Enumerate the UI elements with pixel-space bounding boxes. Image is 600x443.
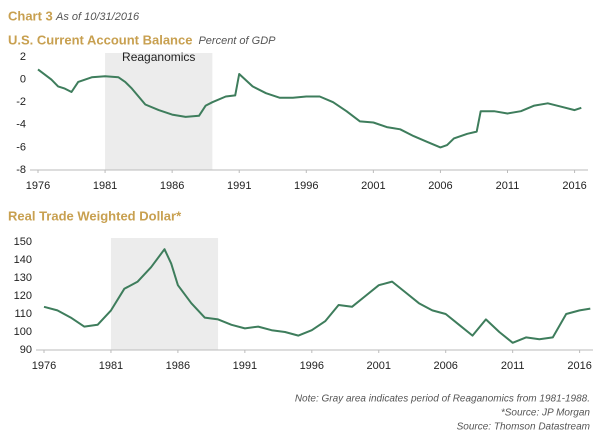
y-tick-label: -2 [16,96,26,108]
x-tick-label: 2016 [567,360,591,372]
note: Note: Gray area indicates period of Reag… [295,394,590,405]
x-tick-label: 2006 [433,360,457,372]
y-tick-label: -4 [16,119,26,131]
x-tick-label: 1996 [294,180,318,192]
y-tick-label: 110 [14,308,32,320]
x-tick-label: 2001 [367,360,391,372]
x-tick-label: 2016 [562,180,586,192]
chart-title: Real Trade Weighted Dollar* [8,208,182,223]
series-line [37,68,582,149]
y-tick-label: 130 [14,272,32,284]
series-line [43,248,591,344]
x-tick-label: 1981 [93,180,117,192]
as-of-date: As of 10/31/2016 [55,11,140,23]
x-tick-label: 1991 [233,360,257,372]
x-tick-label: 1981 [99,360,123,372]
y-tick-label: -6 [16,141,26,153]
y-tick-label: 140 [14,254,32,266]
x-tick-label: 1996 [300,360,324,372]
annotation: Reaganomics [122,50,195,64]
note: *Source: JP Morgan [501,408,591,419]
y-tick-label: 0 [20,74,26,86]
y-tick-label: -8 [16,164,26,176]
chart-subtitle: Percent of GDP [198,35,276,47]
chart-title: U.S. Current Account Balance [8,32,192,47]
x-tick-label: 2001 [361,180,385,192]
shaded-period [105,53,213,170]
chart-label: Chart 3 [8,8,53,23]
shaded-period [110,238,219,350]
x-tick-label: 1976 [26,180,50,192]
x-tick-label: 1991 [227,180,251,192]
y-tick-label: 90 [20,344,32,356]
x-tick-label: 2011 [496,180,520,192]
y-tick-label: 2 [20,51,26,63]
x-tick-label: 1986 [166,360,190,372]
x-tick-label: 1976 [32,360,56,372]
note: Source: Thomson Datastream [457,422,590,433]
x-tick-label: 2011 [501,360,525,372]
x-tick-label: 1986 [160,180,184,192]
y-tick-label: 120 [14,290,32,302]
y-tick-label: 100 [14,326,32,338]
y-tick-label: 150 [14,236,32,248]
x-tick-label: 2006 [428,180,452,192]
